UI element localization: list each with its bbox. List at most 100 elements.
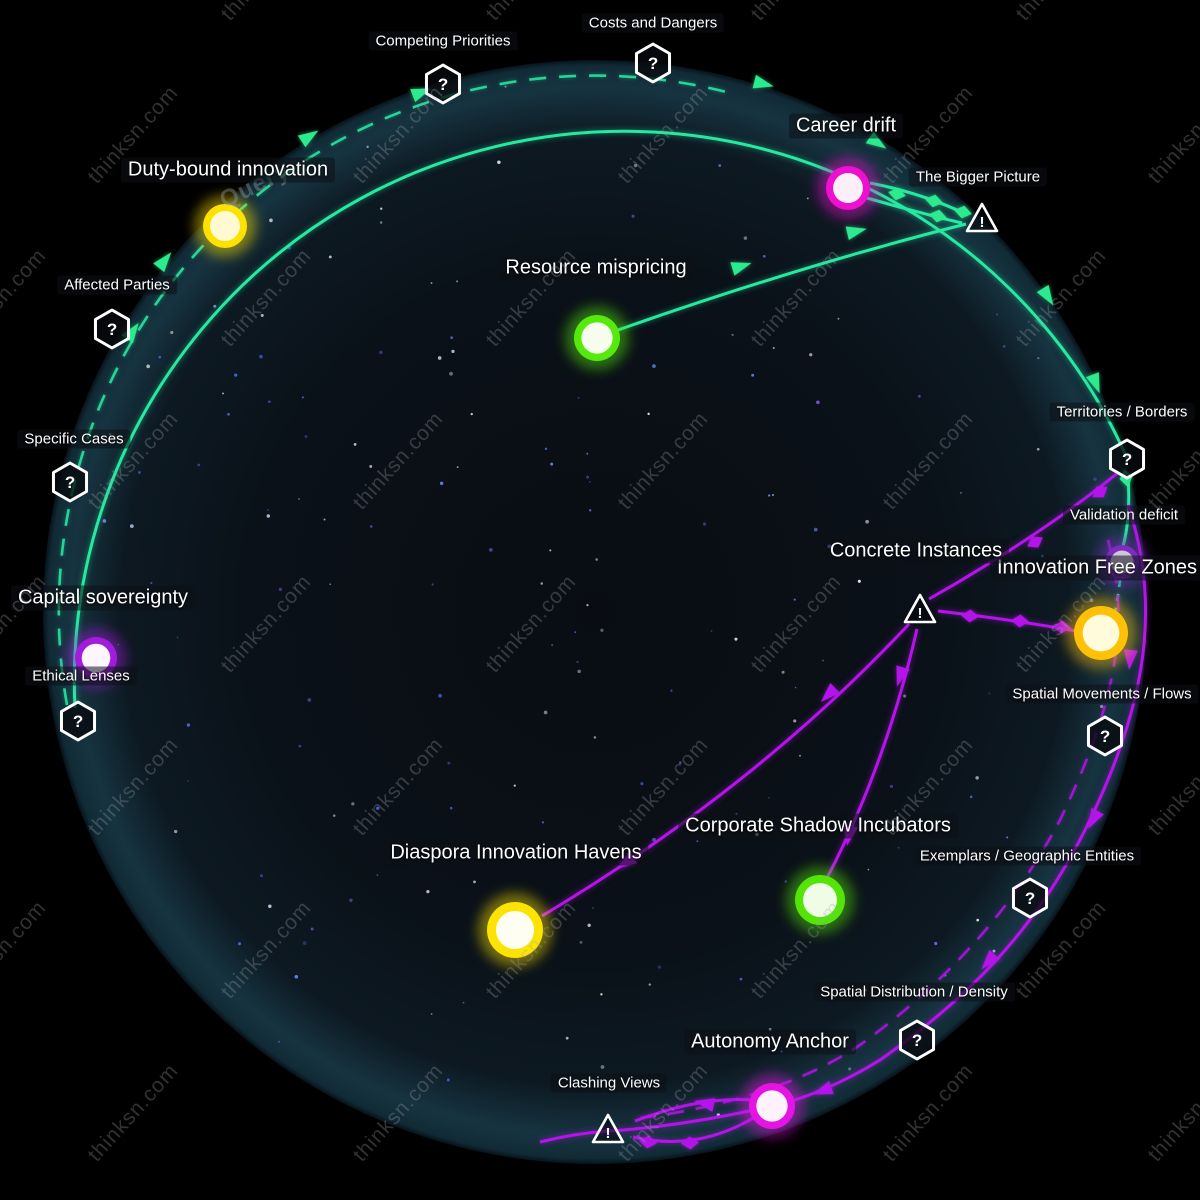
star-dot — [863, 988, 867, 992]
arrow-marker — [752, 74, 774, 89]
node-validation-deficit[interactable] — [1096, 536, 1148, 588]
star-dot — [176, 636, 179, 639]
node-resource-mispricing[interactable] — [565, 306, 629, 370]
question-glyph: ? — [648, 54, 658, 73]
star-dot — [794, 686, 797, 689]
alert-triangle-icon-the-bigger-picture[interactable]: ! — [965, 202, 999, 233]
star-dot — [565, 1036, 569, 1040]
star-dot — [328, 255, 332, 259]
alert-triangle-icon-clashing-views[interactable]: ! — [591, 1113, 625, 1144]
star-dot — [129, 524, 134, 528]
star-dot — [426, 890, 430, 894]
arrow-marker — [820, 683, 841, 702]
star-dot — [504, 85, 507, 88]
star-dot — [612, 265, 615, 269]
edge-resource-to-bigger-picture — [617, 222, 967, 332]
triangle-shape — [591, 1113, 625, 1144]
question-hex-icon-ethical-lenses[interactable]: ? — [59, 700, 97, 742]
question-glyph: ? — [65, 473, 75, 492]
star-dot — [767, 494, 771, 497]
question-hex-icon-costs-and-dangers[interactable]: ? — [634, 42, 672, 84]
star-dot — [438, 693, 442, 698]
star-dot — [173, 829, 178, 834]
question-hex-icon-competing-priorities[interactable]: ? — [424, 63, 462, 105]
star-dot — [648, 983, 652, 986]
star-dot — [259, 874, 264, 878]
question-hex-icon-specific-cases[interactable]: ? — [51, 461, 89, 503]
arrow-marker — [896, 665, 910, 687]
question-glyph: ? — [438, 75, 448, 94]
diamond-marker — [1092, 486, 1108, 498]
star-dot — [710, 630, 713, 632]
star-dot — [631, 214, 635, 218]
arrow-marker — [845, 226, 867, 241]
node-innovation-free-zones[interactable] — [1065, 597, 1137, 669]
arrow-marker — [730, 262, 752, 276]
star-dot — [329, 583, 332, 586]
star-dot — [640, 782, 644, 786]
star-dot — [1036, 447, 1040, 451]
star-dot — [544, 447, 548, 451]
star-dot — [739, 977, 743, 981]
star-dot — [889, 784, 894, 789]
star-dot — [298, 744, 302, 748]
question-glyph: ? — [1100, 727, 1110, 746]
star-dot — [780, 1050, 783, 1053]
star-dot — [439, 481, 444, 486]
node-autonomy-anchor[interactable] — [740, 1074, 804, 1138]
star-dot — [702, 522, 707, 526]
star-dot — [332, 814, 336, 817]
star-dot — [1076, 690, 1080, 694]
diamond-marker — [961, 609, 979, 623]
node-core — [803, 883, 837, 917]
hexagon-shape — [634, 42, 672, 84]
star-dot — [576, 660, 579, 664]
star-dot — [816, 400, 820, 405]
star-dot — [593, 736, 597, 739]
star-dot — [771, 493, 775, 497]
star-dot — [301, 396, 304, 399]
node-career-drift[interactable] — [817, 157, 879, 219]
star-dot — [102, 519, 107, 523]
question-hex-icon-spatial-movements-flows[interactable]: ? — [1086, 715, 1124, 757]
node-corporate-shadow-incubators[interactable] — [786, 866, 854, 934]
star-dot — [1006, 836, 1009, 839]
star-dot — [302, 941, 307, 945]
arrow-marker — [694, 1098, 716, 1112]
star-dot — [259, 354, 263, 359]
node-core — [1110, 550, 1134, 574]
star-dot — [969, 795, 973, 799]
star-dot — [266, 514, 271, 518]
diamond-marker — [954, 205, 972, 219]
star-dot — [595, 558, 598, 561]
star-dot — [592, 907, 594, 909]
node-diaspora-innovation-havens[interactable] — [478, 893, 552, 967]
star-dot — [975, 776, 979, 780]
star-dot — [652, 837, 656, 842]
star-dot — [349, 898, 353, 902]
node-core — [1082, 614, 1120, 652]
star-dot — [170, 330, 174, 335]
star-dot — [988, 692, 991, 695]
star-dot — [586, 604, 589, 607]
node-duty-bound-innovation[interactable] — [194, 195, 256, 257]
question-hex-icon-territories-borders[interactable]: ? — [1108, 438, 1146, 480]
star-dot — [735, 812, 738, 816]
star-dot — [1002, 345, 1006, 348]
question-hex-icon-affected-parties[interactable]: ? — [93, 308, 131, 350]
alert-triangle-icon-concrete-instances[interactable]: ! — [903, 593, 937, 624]
star-dot — [743, 236, 748, 240]
question-hex-icon-spatial-distribution-density[interactable]: ? — [898, 1019, 936, 1061]
star-dot — [150, 581, 153, 585]
node-core — [81, 643, 111, 673]
star-dot — [540, 582, 543, 585]
node-core — [833, 173, 863, 203]
star-dot — [959, 491, 962, 494]
star-dot — [976, 918, 980, 922]
exclamation-glyph: ! — [980, 214, 985, 231]
node-capital-sovereignty[interactable] — [66, 628, 126, 688]
question-hex-icon-exemplars-geographic-entities[interactable]: ? — [1011, 877, 1049, 919]
star-dot — [323, 518, 326, 521]
star-dot — [307, 698, 312, 702]
